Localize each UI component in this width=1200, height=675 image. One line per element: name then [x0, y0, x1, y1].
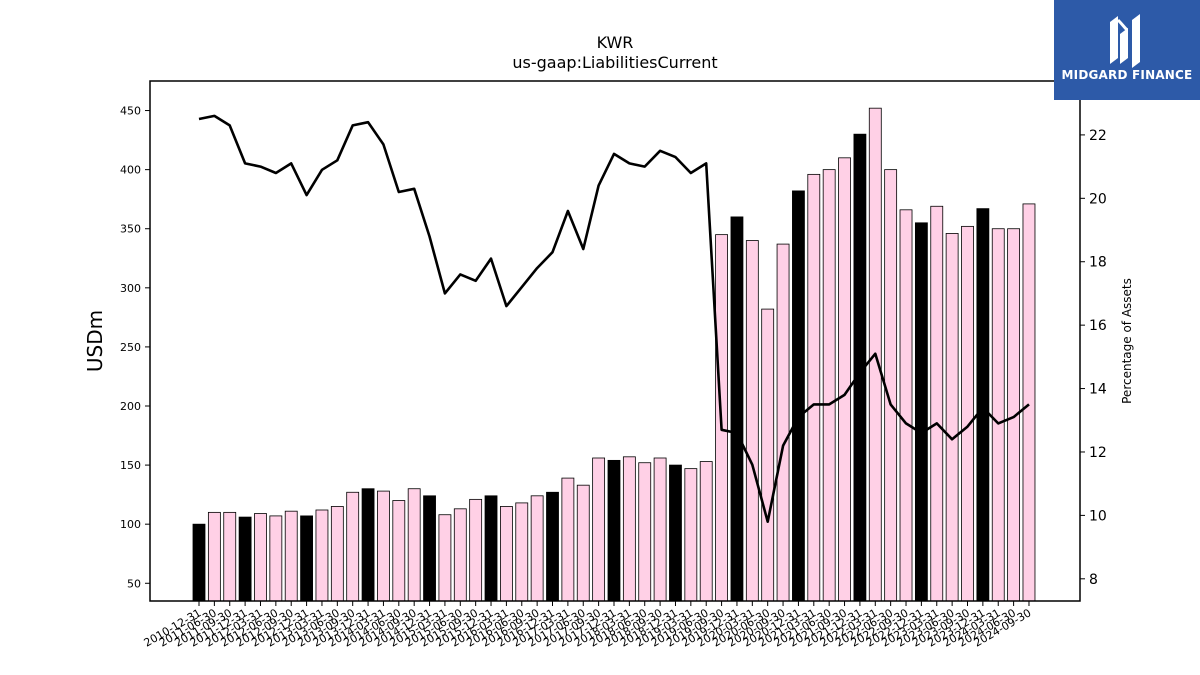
bar [192, 523, 206, 602]
x-axis: 2010-12-312011-06-302011-09-302011-12-31… [142, 601, 1033, 650]
bar [407, 488, 421, 602]
bar [484, 495, 498, 602]
y2-tick-label: 20 [1089, 191, 1107, 207]
bar [730, 216, 744, 602]
bar [330, 506, 344, 602]
y2-tick-label: 8 [1089, 572, 1098, 588]
bar [1022, 203, 1036, 602]
bar [838, 157, 851, 602]
y-tick-label: 100 [120, 518, 141, 531]
line-layer [198, 114, 1030, 524]
bar [284, 510, 298, 602]
bar [622, 456, 636, 602]
bar [899, 209, 913, 602]
bar [238, 516, 252, 602]
bar [423, 495, 436, 602]
y-tick-label: 50 [127, 577, 141, 590]
bar [561, 477, 575, 602]
logo-mark-icon [1110, 14, 1140, 68]
logo-text: MIDGARD FINANCE [1061, 68, 1193, 82]
bar [976, 208, 990, 602]
bar [515, 502, 529, 602]
bar [745, 240, 759, 602]
brand-logo: MIDGARD FINANCE [1054, 0, 1200, 100]
y2-tick-label: 18 [1089, 255, 1107, 271]
bar [576, 484, 590, 602]
bar [499, 506, 513, 602]
bar [546, 491, 559, 602]
y-axis-right: 8 10 12 14 16 18 20 22 [1080, 128, 1107, 588]
bar [254, 513, 267, 602]
bar [684, 468, 698, 602]
y2-axis-label: Percentage of Assets [1120, 278, 1134, 404]
bar [961, 225, 974, 602]
bar [607, 459, 621, 602]
bar [530, 495, 544, 602]
bar [669, 464, 682, 602]
bar [361, 488, 375, 602]
chart-subtitle: us-gaap:LiabilitiesCurrent [512, 53, 717, 72]
bar [207, 511, 221, 602]
bar [638, 462, 652, 602]
bars-layer [192, 107, 1036, 602]
bar [300, 515, 313, 602]
bar [453, 508, 467, 602]
bar [392, 500, 406, 602]
bar [438, 514, 452, 602]
y2-tick-label: 22 [1089, 128, 1107, 144]
y2-tick-label: 12 [1089, 445, 1107, 461]
bar [807, 173, 821, 602]
chart-title: KWR [597, 33, 634, 52]
y-axis-label: USDm [83, 310, 107, 372]
bar [945, 233, 959, 602]
y-tick-label: 350 [120, 223, 141, 236]
bar [592, 457, 606, 602]
series-line [198, 114, 1030, 524]
bar [914, 222, 928, 602]
bar [315, 509, 329, 602]
bar [792, 190, 805, 602]
y-tick-label: 450 [120, 105, 141, 118]
y-axis-left: 50 100 150 200 250 300 350 400 450 [120, 105, 150, 590]
y-tick-label: 200 [120, 400, 141, 413]
y2-tick-label: 14 [1089, 382, 1107, 398]
y2-tick-label: 10 [1089, 508, 1107, 524]
bar [223, 511, 237, 602]
bar [346, 491, 360, 602]
bar [469, 498, 483, 602]
y-tick-label: 300 [120, 282, 141, 295]
y-tick-label: 400 [120, 164, 141, 177]
bar [884, 169, 898, 602]
y2-tick-label: 16 [1089, 318, 1107, 334]
bar [377, 490, 390, 602]
bar [822, 169, 836, 602]
bar [699, 461, 713, 602]
bar [930, 205, 944, 602]
bar [776, 243, 790, 602]
y-tick-label: 150 [120, 459, 141, 472]
y-tick-label: 250 [120, 341, 141, 354]
plot-frame [149, 80, 1081, 602]
bar [761, 308, 775, 602]
bar [269, 515, 283, 602]
bar [653, 457, 667, 602]
bar [991, 228, 1005, 602]
